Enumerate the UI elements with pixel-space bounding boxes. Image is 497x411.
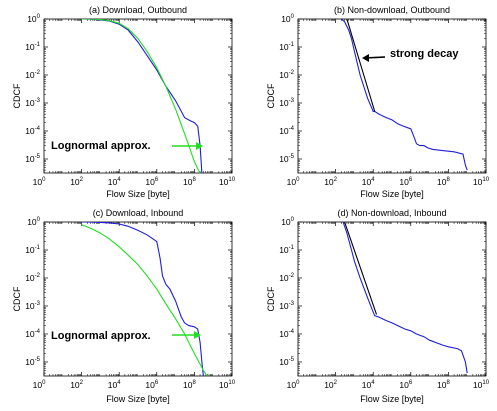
y-tick-label: 10-3 xyxy=(279,301,294,311)
y-tick-label: 10-3 xyxy=(279,98,294,108)
x-tick-label: 100 xyxy=(287,380,300,390)
x-tick-label: 102 xyxy=(324,177,337,187)
series-line-2 xyxy=(81,224,208,376)
chart-panel-a: (a) Download, Outbound 100 102 104 106 108 10… xyxy=(12,5,236,199)
x-tick-label: 1010 xyxy=(219,380,236,390)
y-tick-label: 10-5 xyxy=(279,357,294,367)
x-tick-label: 102 xyxy=(70,177,83,187)
series-line-2 xyxy=(344,222,378,315)
x-tick-label: 104 xyxy=(108,177,121,187)
annotation-text: strong decay xyxy=(390,48,459,60)
y-tick-label: 100 xyxy=(281,217,294,227)
chart-panel-d: (d) Non-download, Inbound 100 102 104 106 10… xyxy=(266,208,490,404)
x-tick-label: 104 xyxy=(108,380,121,390)
y-axis-label: CDCF xyxy=(266,83,276,108)
series-line-1 xyxy=(342,222,468,374)
annotation-arrow xyxy=(172,142,203,150)
x-tick-label: 108 xyxy=(183,177,196,187)
y-tick-label: 10-1 xyxy=(279,42,294,52)
y-tick-label: 10-3 xyxy=(25,98,40,108)
y-tick-label: 10-5 xyxy=(279,154,294,164)
x-tick-label: 100 xyxy=(33,177,46,187)
y-tick-label: 10-2 xyxy=(279,273,294,283)
y-tick-label: 10-4 xyxy=(25,126,40,136)
plot-frame xyxy=(43,18,233,174)
y-axis-label: CDCF xyxy=(12,83,22,108)
series-line-1 xyxy=(340,19,468,171)
annotation-arrow xyxy=(172,331,201,339)
chart-title: (c) Download, Inbound xyxy=(93,208,184,218)
plot-frame xyxy=(297,18,487,174)
x-tick-label: 108 xyxy=(183,380,196,390)
annotation-text: Lognormal approx. xyxy=(51,140,151,152)
y-axis-label: CDCF xyxy=(12,286,22,311)
x-tick-label: 100 xyxy=(287,177,300,187)
y-tick-label: 10-4 xyxy=(25,329,40,339)
x-axis-label: Flow Size [byte] xyxy=(360,394,424,404)
x-tick-label: 106 xyxy=(399,177,412,187)
x-tick-label: 102 xyxy=(324,380,337,390)
x-tick-label: 100 xyxy=(33,380,46,390)
chart-title: (d) Non-download, Inbound xyxy=(337,208,446,218)
chart-panel-b: (b) Non-download, Outbound 100 102 104 106 1… xyxy=(266,5,490,199)
y-tick-label: 100 xyxy=(27,217,40,227)
y-tick-label: 10-1 xyxy=(279,245,294,255)
plot-frame xyxy=(297,221,487,377)
plot-area: 100 102 104 106 108 1010 10-5 10-4 10-3 10-2 10-1 1… xyxy=(25,217,236,390)
x-axis-label: Flow Size [byte] xyxy=(106,394,170,404)
y-axis-label: CDCF xyxy=(266,286,276,311)
y-tick-label: 10-2 xyxy=(25,70,40,80)
x-tick-label: 1010 xyxy=(473,177,490,187)
plot-area: 100 102 104 106 108 1010 10-5 10-4 10-3 10-2 10-1 1… xyxy=(279,14,490,187)
annotation-text: Lognormal approx. xyxy=(51,330,151,342)
y-tick-label: 10-2 xyxy=(25,273,40,283)
series-line-1 xyxy=(81,222,204,376)
y-tick-label: 10-5 xyxy=(25,357,40,367)
chart-title: (b) Non-download, Outbound xyxy=(334,5,450,15)
plot-frame xyxy=(43,221,233,377)
chart-panel-c: (c) Download, Inbound 100 102 104 106 108 101… xyxy=(12,208,236,404)
x-axis-label: Flow Size [byte] xyxy=(360,189,424,199)
x-tick-label: 1010 xyxy=(473,380,490,390)
series-line-2 xyxy=(346,19,376,112)
y-tick-label: 10-3 xyxy=(25,301,40,311)
x-tick-label: 1010 xyxy=(219,177,236,187)
annotation-arrow xyxy=(362,54,386,62)
x-tick-label: 106 xyxy=(145,380,158,390)
y-tick-label: 100 xyxy=(281,14,294,24)
y-tick-label: 10-1 xyxy=(25,42,40,52)
x-tick-label: 106 xyxy=(145,177,158,187)
x-tick-label: 104 xyxy=(362,177,375,187)
y-tick-label: 10-4 xyxy=(279,126,294,136)
y-tick-label: 10-1 xyxy=(25,245,40,255)
y-tick-label: 10-2 xyxy=(279,70,294,80)
x-tick-label: 102 xyxy=(70,380,83,390)
series-line-2 xyxy=(81,19,201,173)
y-tick-label: 10-4 xyxy=(279,329,294,339)
x-tick-label: 108 xyxy=(437,380,450,390)
y-tick-label: 10-5 xyxy=(25,154,40,164)
x-axis-label: Flow Size [byte] xyxy=(106,189,170,199)
y-tick-label: 100 xyxy=(27,14,40,24)
chart-title: (a) Download, Outbound xyxy=(89,5,187,15)
x-tick-label: 104 xyxy=(362,380,375,390)
x-tick-label: 106 xyxy=(399,380,412,390)
x-tick-label: 108 xyxy=(437,177,450,187)
plot-area: 100 102 104 106 108 1010 10-5 10-4 10-3 10-2 10-1 1… xyxy=(25,14,236,187)
plot-area: 100 102 104 106 108 1010 10-5 10-4 10-3 10-2 10-1 1… xyxy=(279,217,490,390)
